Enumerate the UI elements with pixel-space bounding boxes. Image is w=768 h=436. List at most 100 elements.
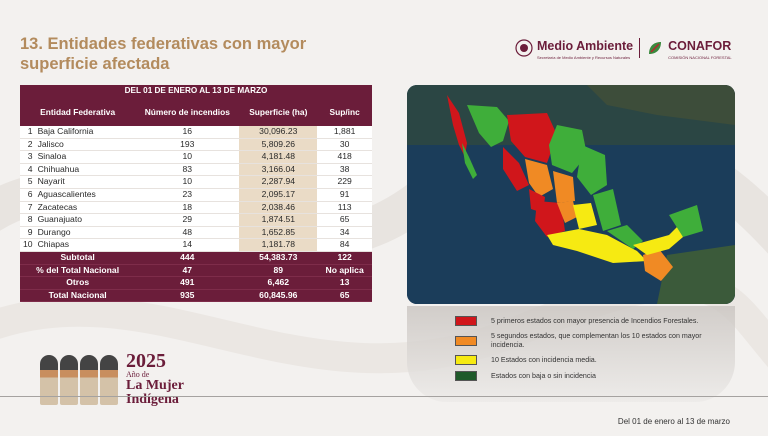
table-row: 6 Aguascalientes 23 2,095.17 91 xyxy=(20,188,372,202)
row-entidad: Guanajuato xyxy=(34,213,136,227)
row-number: 9 xyxy=(20,226,35,240)
row-superficie: 2,095.17 xyxy=(239,188,318,202)
chiapas-region xyxy=(643,249,673,281)
header-supinc: Sup/inc xyxy=(317,97,372,126)
summary-incendios: 935 xyxy=(135,289,240,303)
row-number: 4 xyxy=(20,163,35,177)
legend-item: 5 segundos estados, que complementan los… xyxy=(455,332,730,349)
conafor-label: CONAFOR xyxy=(668,38,732,53)
row-number: 7 xyxy=(20,201,35,215)
summary-superficie: 6,462 xyxy=(239,276,318,290)
header-superficie: Superficie (ha) xyxy=(239,97,318,126)
row-incendios: 16 xyxy=(135,126,240,139)
chihuahua-region xyxy=(507,113,557,163)
woman-figure xyxy=(60,354,78,405)
legend-swatch xyxy=(455,355,477,365)
legend-text: 5 segundos estados, que complementan los… xyxy=(491,332,702,349)
slide-title: 13. Entidades federativas con mayor supe… xyxy=(20,35,307,73)
woman-figure xyxy=(80,354,98,405)
summary-superficie: 89 xyxy=(239,264,318,278)
summary-row: Subtotal 444 54,383.73 122 xyxy=(20,251,372,265)
row-supinc: 84 xyxy=(317,238,372,252)
row-number: 3 xyxy=(20,150,35,164)
row-incendios: 48 xyxy=(135,226,240,240)
year-brand: 2025 Año de La Mujer Indígena xyxy=(40,351,184,407)
conafor-logo: CONAFOR COMISIÓN NACIONAL FORESTAL xyxy=(646,37,732,60)
legend-text: 5 primeros estados con mayor presencia d… xyxy=(491,316,699,325)
logo-divider xyxy=(639,38,641,58)
summary-incendios: 491 xyxy=(135,276,240,290)
row-number: 10 xyxy=(20,238,35,252)
row-number: 1 xyxy=(20,126,35,139)
legend-swatch xyxy=(455,316,477,326)
conafor-sub: COMISIÓN NACIONAL FORESTAL xyxy=(668,54,732,60)
row-superficie: 4,181.48 xyxy=(239,150,318,164)
legend-item: Estados con baja o sin incidencia xyxy=(455,371,730,381)
header-entidad: Entidad Federativa xyxy=(20,97,136,126)
row-entidad: Zacatecas xyxy=(34,201,136,215)
row-incendios: 29 xyxy=(135,213,240,227)
row-supinc: 1,881 xyxy=(317,126,372,139)
row-supinc: 38 xyxy=(317,163,372,177)
jalisco-region xyxy=(535,201,565,237)
summary-incendios: 444 xyxy=(135,251,240,265)
row-incendios: 10 xyxy=(135,175,240,189)
row-number: 6 xyxy=(20,188,35,202)
row-entidad: Nayarit xyxy=(34,175,136,189)
summary-supinc: 65 xyxy=(317,289,372,303)
table-row: 5 Nayarit 10 2,287.94 229 xyxy=(20,175,372,189)
brand-line1: Año de xyxy=(126,370,150,379)
map-legend: 5 primeros estados con mayor presencia d… xyxy=(455,316,730,387)
brand-line2: La Mujer xyxy=(126,378,184,393)
row-incendios: 10 xyxy=(135,150,240,164)
table-row: 8 Guanajuato 29 1,874.51 65 xyxy=(20,213,372,227)
summary-supinc: No aplica xyxy=(317,264,372,278)
footer-divider xyxy=(0,396,768,397)
table-row: 9 Durango 48 1,652.85 34 xyxy=(20,226,372,240)
row-incendios: 18 xyxy=(135,201,240,215)
row-entidad: Baja California xyxy=(34,126,136,139)
row-superficie: 3,166.04 xyxy=(239,163,318,177)
medio-ambiente-logo: Medio Ambiente Secretaría de Medio Ambie… xyxy=(515,37,633,60)
row-supinc: 65 xyxy=(317,213,372,227)
summary-label: % del Total Nacional xyxy=(20,264,136,278)
table-row: 4 Chihuahua 83 3,166.04 38 xyxy=(20,163,372,177)
summary-supinc: 13 xyxy=(317,276,372,290)
seal-icon xyxy=(515,39,533,57)
row-supinc: 229 xyxy=(317,175,372,189)
row-supinc: 91 xyxy=(317,188,372,202)
footer-note: Del 01 de enero al 13 de marzo xyxy=(617,417,730,426)
summary-row: Total Nacional 935 60,845.96 65 xyxy=(20,289,372,303)
row-incendios: 23 xyxy=(135,188,240,202)
header-logos: Medio Ambiente Secretaría de Medio Ambie… xyxy=(515,36,750,60)
legend-swatch xyxy=(455,371,477,381)
legend-item: 10 Estados con incidencia media. xyxy=(455,355,730,365)
row-number: 2 xyxy=(20,138,35,152)
row-superficie: 1,874.51 xyxy=(239,213,318,227)
row-incendios: 83 xyxy=(135,163,240,177)
table-caption: DEL 01 DE ENERO AL 13 DE MARZO xyxy=(20,85,372,97)
sinaloa-region xyxy=(503,147,529,191)
row-entidad: Durango xyxy=(34,226,136,240)
row-entidad: Aguascalientes xyxy=(34,188,136,202)
row-incendios: 14 xyxy=(135,238,240,252)
row-superficie: 30,096.23 xyxy=(239,126,318,139)
mexico-map xyxy=(407,85,735,304)
row-superficie: 1,181.78 xyxy=(239,238,318,252)
leaf-icon xyxy=(649,42,662,54)
legend-text: 10 Estados con incidencia media. xyxy=(491,355,597,364)
row-supinc: 34 xyxy=(317,226,372,240)
row-number: 8 xyxy=(20,213,35,227)
summary-superficie: 54,383.73 xyxy=(239,251,318,265)
row-entidad: Sinaloa xyxy=(34,150,136,164)
summary-label: Total Nacional xyxy=(20,289,136,303)
baja-california-region xyxy=(447,95,467,157)
row-entidad: Jalisco xyxy=(34,138,136,152)
summary-label: Subtotal xyxy=(20,251,136,265)
woman-figure xyxy=(40,354,58,405)
table-row: 10 Chiapas 14 1,181.78 84 xyxy=(20,238,372,252)
legend-text: Estados con baja o sin incidencia xyxy=(491,371,596,380)
row-supinc: 113 xyxy=(317,201,372,215)
legend-swatch xyxy=(455,335,477,346)
row-superficie: 1,652.85 xyxy=(239,226,318,240)
